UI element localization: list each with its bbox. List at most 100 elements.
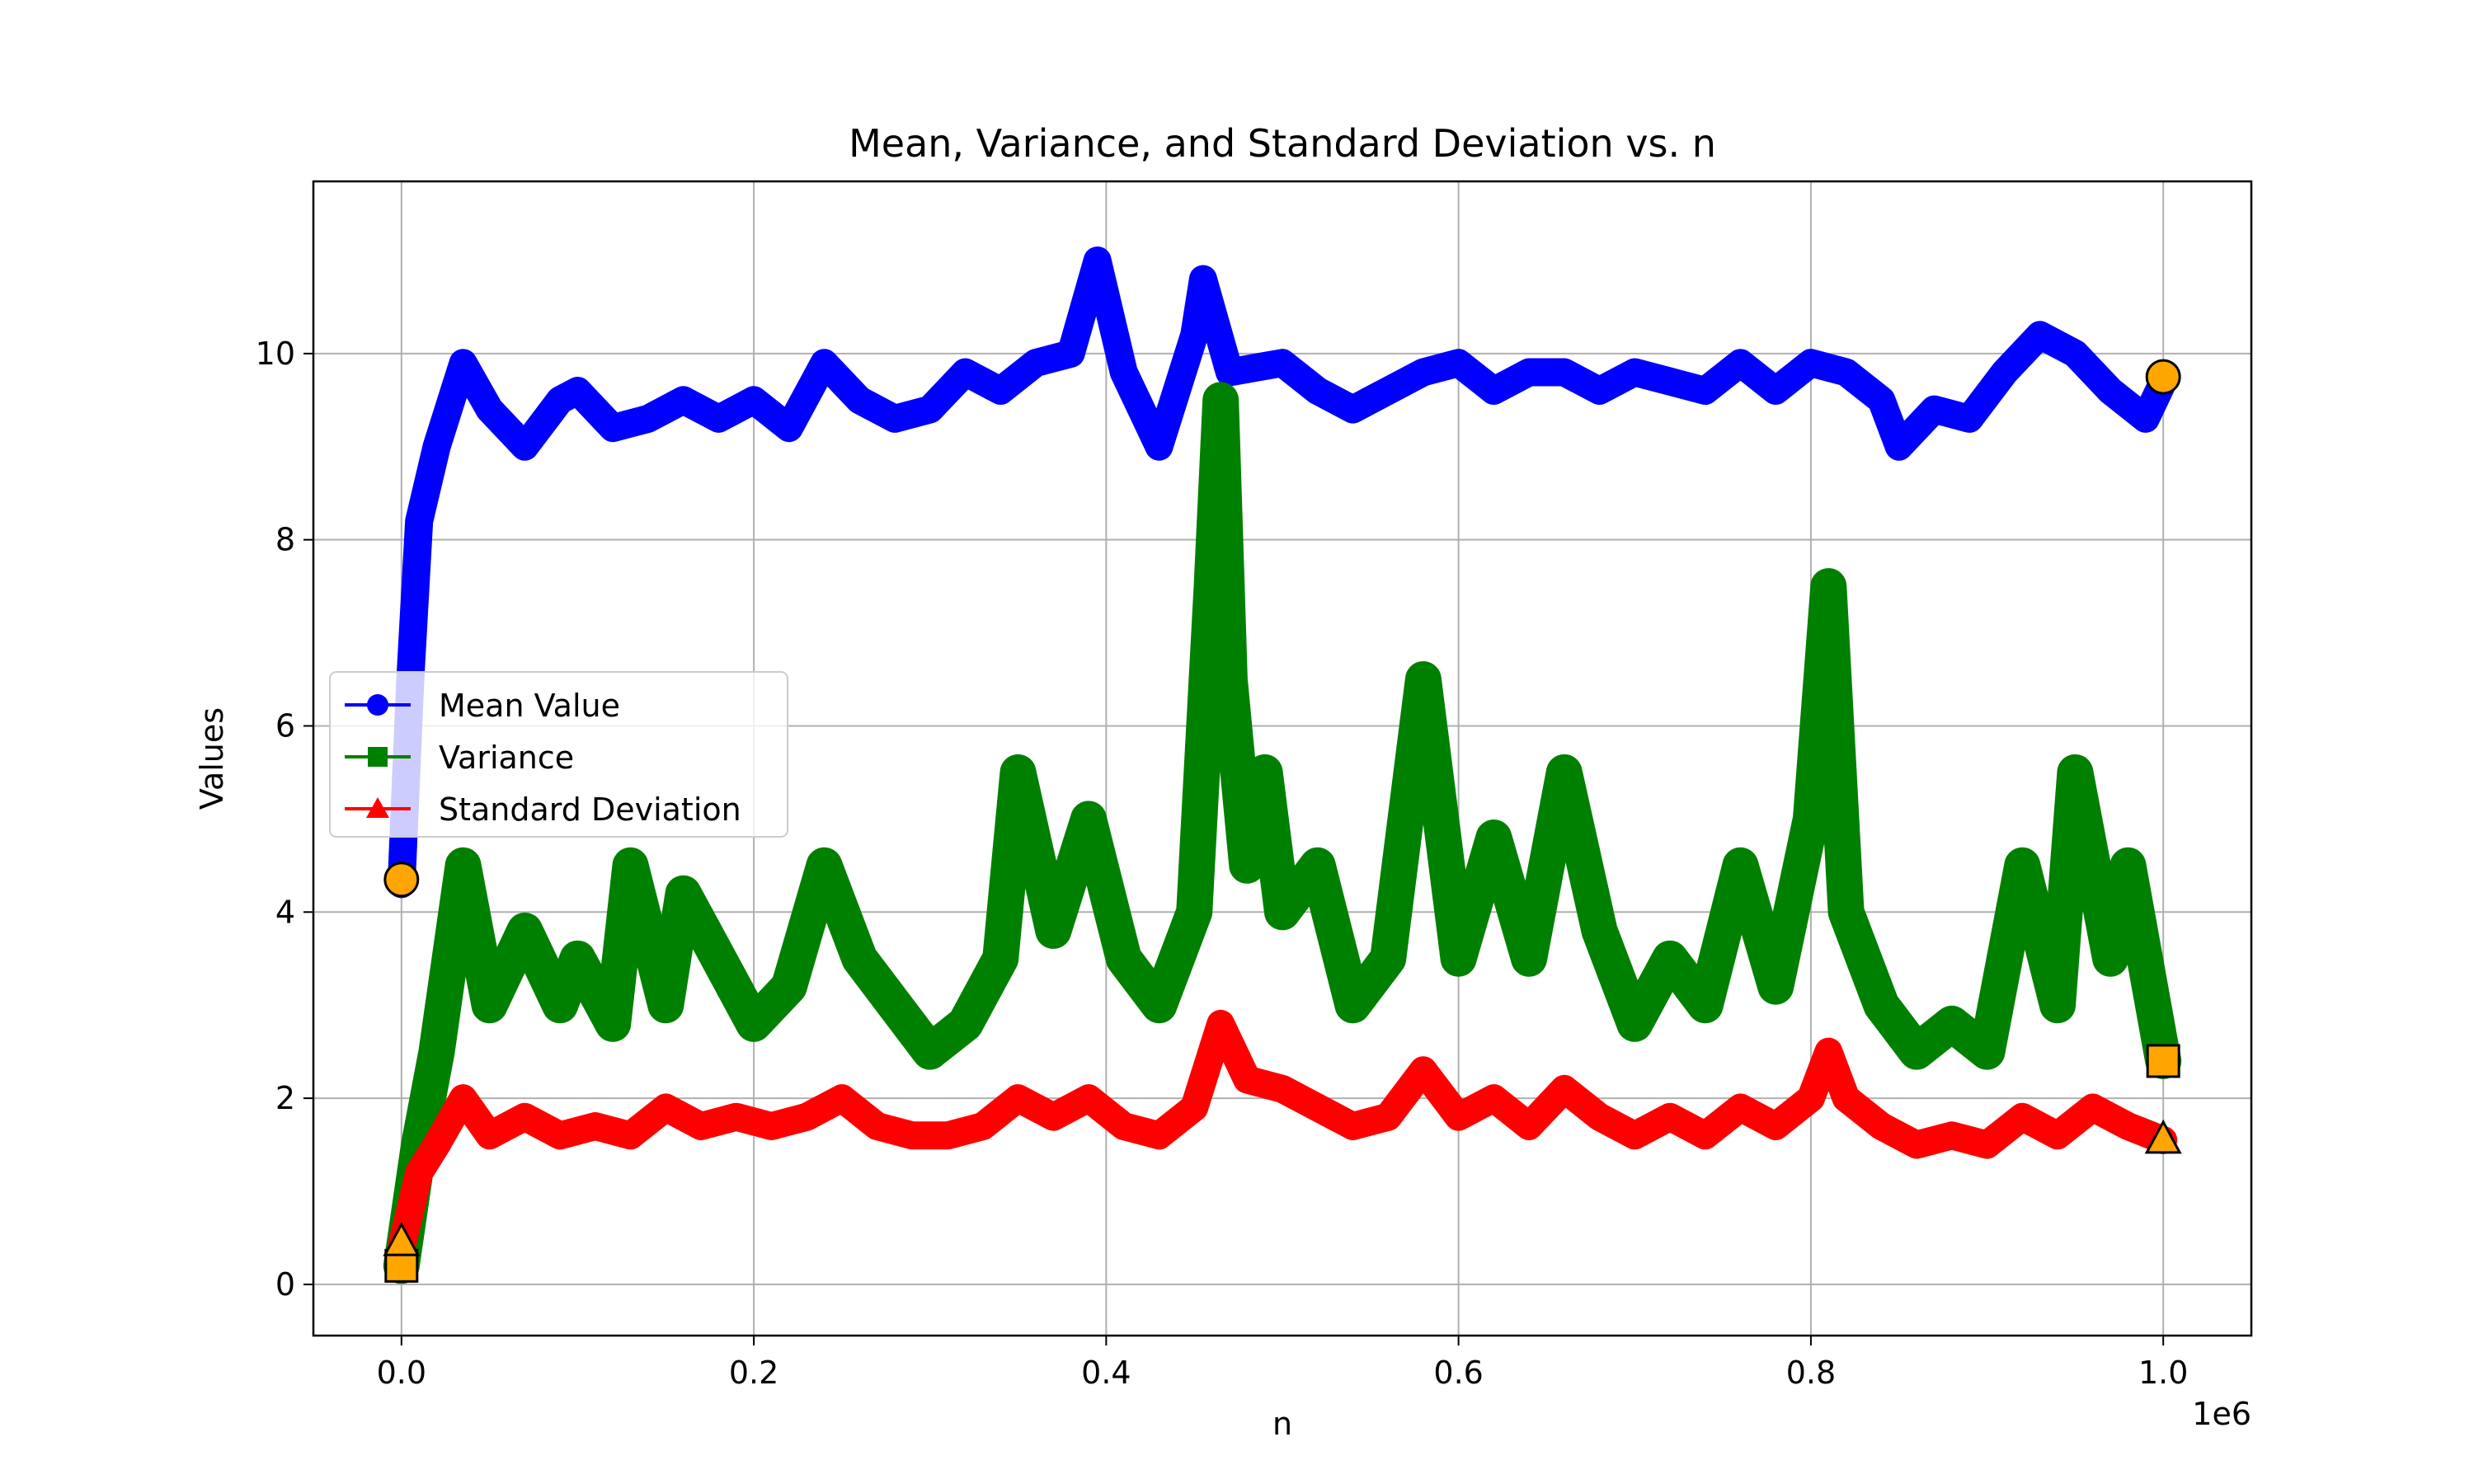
series-2-point (1624, 1125, 1646, 1144)
series-2-point (426, 1134, 448, 1153)
y-tick-label: 4 (275, 894, 295, 930)
series-0-point (1836, 362, 1856, 383)
series-1-point (1554, 763, 1573, 782)
series-0-point (1343, 399, 1363, 420)
ticks: 0.0 0.2 0.4 0.6 0.8 1.0 0 2 4 6 8 10 (256, 336, 2189, 1391)
x-tick-label: 0.2 (729, 1355, 778, 1391)
series-1-point (1449, 949, 1468, 968)
plot-area (383, 247, 2182, 1284)
series-0-point (1888, 436, 1909, 457)
series-1-point (1819, 577, 1838, 596)
series-1-point (1238, 856, 1257, 875)
series-0-point (453, 353, 473, 373)
series-1-point (1379, 949, 1398, 968)
series-2-point (1729, 1097, 1752, 1116)
series-2-point (549, 1125, 571, 1144)
series-1-point (1114, 949, 1133, 968)
series-0-point (955, 362, 976, 383)
series-1-point (991, 949, 1010, 968)
series-1-point (1150, 996, 1169, 1015)
series-0-point (1589, 381, 1610, 402)
series-2-point (1659, 1106, 1681, 1125)
series-0-point (1087, 250, 1108, 270)
series-2-point (971, 1115, 994, 1134)
series-0-point (708, 408, 729, 429)
series-0-point (2100, 381, 2121, 402)
series-1-point (656, 996, 675, 1015)
series-1-point (2013, 856, 2032, 875)
series-1-point (1079, 810, 1098, 829)
series-1-point (815, 856, 834, 875)
series-1-point (2066, 763, 2085, 782)
series-1-point (568, 949, 587, 968)
series-0-point (1113, 362, 1134, 383)
series-2-point (901, 1125, 924, 1144)
series-2-point (1518, 1115, 1540, 1134)
series-2-point (1818, 1040, 1840, 1060)
series-2-point (796, 1106, 818, 1125)
series-1-point (1837, 903, 1856, 922)
series-2-point (1112, 1115, 1135, 1134)
series-2-point (1272, 1078, 1293, 1097)
y-axis-title: Values (194, 707, 230, 810)
series-0-point (1924, 399, 1945, 420)
series-1-point (1202, 577, 1221, 596)
series-1-point (1220, 670, 1239, 689)
series-0-point (2135, 408, 2156, 429)
series-2-point (1694, 1125, 1716, 1144)
highlight-point-1 (2145, 359, 2181, 395)
series-0-point (1448, 353, 1469, 373)
series-1-point (1590, 921, 1609, 940)
series-0-point (1871, 390, 1892, 411)
series-0-point (444, 381, 464, 402)
series-2-point (1906, 1134, 1928, 1153)
legend-box (329, 671, 788, 838)
series-0-point (1192, 269, 1213, 289)
series-0-point (1184, 325, 1205, 345)
series-0-point (778, 418, 799, 439)
series-0-point (1959, 408, 1980, 429)
series-1-point (2101, 949, 2120, 968)
series-2-point (619, 1125, 642, 1144)
series-2-point (1976, 1134, 1998, 1153)
series-0-point (744, 390, 764, 411)
series-0-point (920, 399, 940, 420)
series-2-point (760, 1115, 783, 1134)
legend-marker (368, 747, 388, 767)
x-axis-title: n (1272, 1406, 1292, 1442)
series-2-point (1483, 1087, 1505, 1107)
series-2-point (408, 1162, 430, 1181)
legend-label: Mean Value (439, 688, 620, 724)
series-0-point (603, 418, 623, 439)
x-tick-label: 0.8 (1786, 1355, 1836, 1391)
series-1-point (1625, 1014, 1644, 1033)
series-1-point (1044, 921, 1063, 940)
series-1-point (1185, 903, 1204, 922)
series-0-point (814, 353, 835, 373)
legend: Mean Value Variance Standard Deviation (329, 671, 788, 838)
series-line-1 (383, 382, 2182, 1284)
series-2-point (2047, 1125, 2068, 1144)
series-0-point (1766, 381, 1786, 402)
series-2-point (584, 1115, 606, 1134)
series-2-point (937, 1125, 959, 1144)
y-tick-label: 8 (275, 522, 295, 558)
series-0-point (1484, 381, 1504, 402)
plot-frame (312, 180, 2253, 1337)
series-2-point (1078, 1087, 1099, 1107)
series-0-point (1378, 381, 1399, 402)
x-tick-label: 0.0 (377, 1355, 426, 1391)
series-1-point (621, 856, 640, 875)
series-2-point (1342, 1115, 1364, 1134)
series-1-point (709, 949, 728, 968)
legend-marker (366, 797, 389, 818)
series-1-point (1343, 996, 1362, 1015)
chart-title: Mean, Variance, and Standard Deviation v… (849, 121, 1716, 166)
x-tick-label: 0.6 (1433, 1355, 1483, 1391)
series-2-point (1799, 1087, 1822, 1107)
series-1-point (850, 949, 869, 968)
y-tick-label: 0 (275, 1266, 295, 1303)
series-1-point (1308, 856, 1327, 875)
series-1-point (551, 996, 570, 1015)
series-2-point (1306, 1097, 1329, 1116)
